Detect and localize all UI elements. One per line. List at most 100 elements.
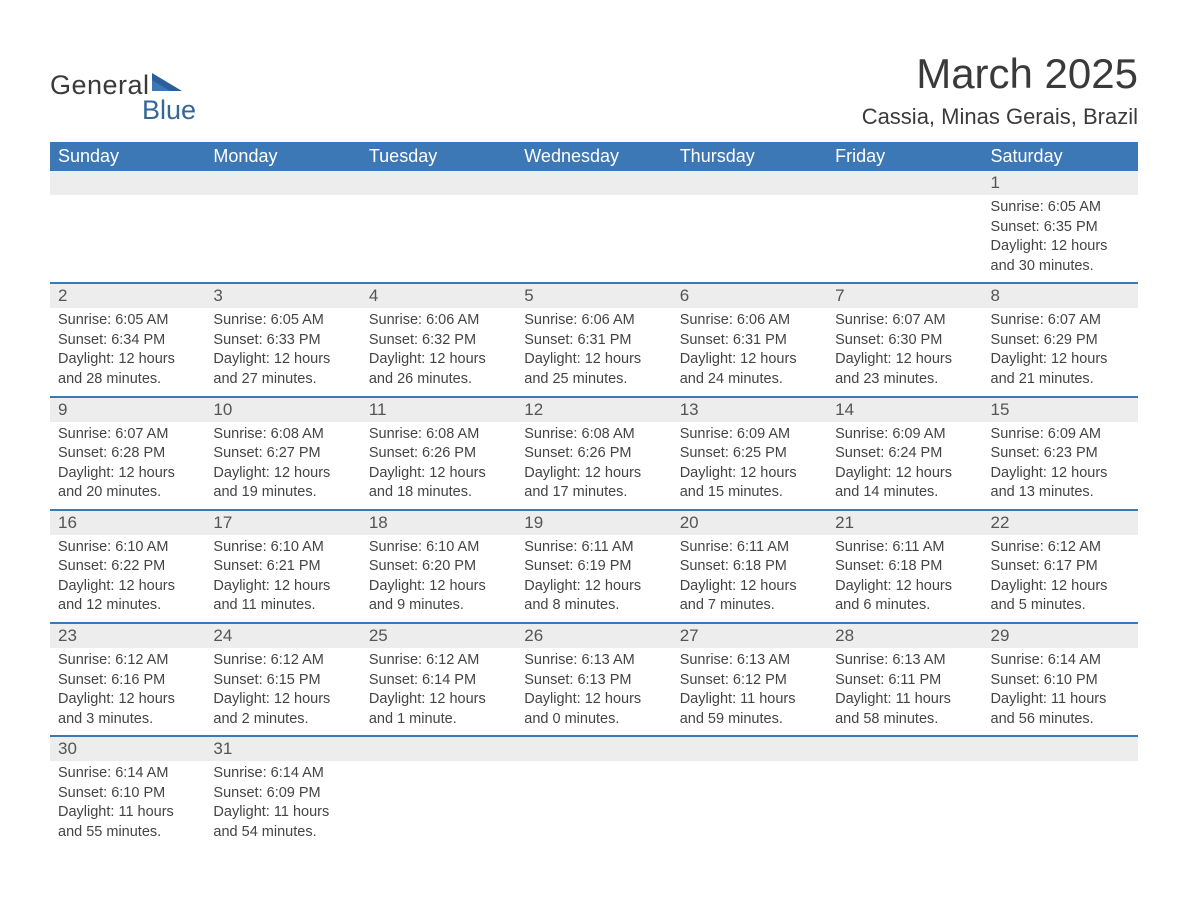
sunrise: Sunrise: 6:12 AM — [369, 651, 508, 671]
day-number: 26 — [516, 624, 671, 648]
sunrise-value: 6:10 AM — [271, 539, 324, 555]
sunrise-label: Sunrise: — [991, 199, 1044, 215]
sunset: Sunset: 6:09 PM — [213, 784, 352, 804]
sunrise-value: 6:08 AM — [426, 426, 479, 442]
day-data — [672, 195, 827, 275]
daylight: Daylight: 12 hours and 5 minutes. — [991, 577, 1130, 616]
daylight-label: Daylight: — [369, 465, 425, 481]
sunset-label: Sunset: — [680, 332, 729, 348]
sunset: Sunset: 6:18 PM — [835, 557, 974, 577]
calendar-table: Sunday Monday Tuesday Wednesday Thursday… — [50, 142, 1138, 849]
sunrise: Sunrise: 6:08 AM — [213, 425, 352, 445]
day-data: Sunrise: 6:06 AMSunset: 6:31 PMDaylight:… — [516, 308, 671, 395]
day-data: Sunrise: 6:11 AMSunset: 6:18 PMDaylight:… — [827, 535, 982, 622]
sunset-label: Sunset: — [58, 445, 107, 461]
calendar-cell: 1Sunrise: 6:05 AMSunset: 6:35 PMDaylight… — [983, 171, 1138, 283]
sunset-value: 6:18 PM — [733, 558, 787, 574]
day-data: Sunrise: 6:05 AMSunset: 6:33 PMDaylight:… — [205, 308, 360, 395]
sunset-value: 6:10 PM — [111, 785, 165, 801]
day-number — [672, 737, 827, 761]
sunset-value: 6:12 PM — [733, 672, 787, 688]
calendar-cell — [516, 736, 671, 848]
logo: General Blue — [50, 50, 196, 126]
day-number: 20 — [672, 511, 827, 535]
sunset-value: 6:29 PM — [1044, 332, 1098, 348]
sunrise-label: Sunrise: — [835, 652, 888, 668]
sunset: Sunset: 6:21 PM — [213, 557, 352, 577]
sunrise: Sunrise: 6:05 AM — [991, 198, 1130, 218]
day-data: Sunrise: 6:08 AMSunset: 6:27 PMDaylight:… — [205, 422, 360, 509]
calendar-cell — [516, 171, 671, 283]
calendar-cell — [983, 736, 1138, 848]
sunset-value: 6:14 PM — [422, 672, 476, 688]
sunset-value: 6:19 PM — [577, 558, 631, 574]
daylight: Daylight: 12 hours and 0 minutes. — [524, 690, 663, 729]
daylight-label: Daylight: — [991, 351, 1047, 367]
sunrise-value: 6:07 AM — [1048, 312, 1101, 328]
daylight: Daylight: 12 hours and 27 minutes. — [213, 350, 352, 389]
sunrise-value: 6:10 AM — [115, 539, 168, 555]
sunrise: Sunrise: 6:07 AM — [835, 311, 974, 331]
day-data: Sunrise: 6:10 AMSunset: 6:20 PMDaylight:… — [361, 535, 516, 622]
sunrise-value: 6:12 AM — [271, 652, 324, 668]
sunset: Sunset: 6:10 PM — [58, 784, 197, 804]
calendar-cell — [361, 736, 516, 848]
col-tuesday: Tuesday — [361, 142, 516, 171]
col-wednesday: Wednesday — [516, 142, 671, 171]
sunrise-value: 6:12 AM — [115, 652, 168, 668]
col-sunday: Sunday — [50, 142, 205, 171]
title-location: Cassia, Minas Gerais, Brazil — [862, 104, 1138, 130]
sunset-value: 6:27 PM — [267, 445, 321, 461]
calendar-cell: 8Sunrise: 6:07 AMSunset: 6:29 PMDaylight… — [983, 283, 1138, 396]
day-number: 14 — [827, 398, 982, 422]
daylight-label: Daylight: — [524, 351, 580, 367]
calendar-cell: 27Sunrise: 6:13 AMSunset: 6:12 PMDayligh… — [672, 623, 827, 736]
sunset-label: Sunset: — [991, 219, 1040, 235]
day-data: Sunrise: 6:11 AMSunset: 6:18 PMDaylight:… — [672, 535, 827, 622]
title-month-year: March 2025 — [862, 50, 1138, 98]
day-data: Sunrise: 6:09 AMSunset: 6:23 PMDaylight:… — [983, 422, 1138, 509]
sunrise-value: 6:06 AM — [582, 312, 635, 328]
daylight: Daylight: 12 hours and 18 minutes. — [369, 464, 508, 503]
calendar-cell: 13Sunrise: 6:09 AMSunset: 6:25 PMDayligh… — [672, 397, 827, 510]
sunset-label: Sunset: — [369, 332, 418, 348]
calendar-cell — [827, 736, 982, 848]
day-data: Sunrise: 6:05 AMSunset: 6:35 PMDaylight:… — [983, 195, 1138, 282]
sunset-value: 6:15 PM — [267, 672, 321, 688]
sunset-value: 6:20 PM — [422, 558, 476, 574]
daylight-label: Daylight: — [213, 804, 269, 820]
sunrise-value: 6:08 AM — [271, 426, 324, 442]
sunrise: Sunrise: 6:14 AM — [991, 651, 1130, 671]
sunrise-label: Sunrise: — [369, 539, 422, 555]
sunset-label: Sunset: — [991, 445, 1040, 461]
sunrise: Sunrise: 6:10 AM — [369, 538, 508, 558]
daylight: Daylight: 12 hours and 8 minutes. — [524, 577, 663, 616]
day-data: Sunrise: 6:06 AMSunset: 6:32 PMDaylight:… — [361, 308, 516, 395]
sunset: Sunset: 6:24 PM — [835, 444, 974, 464]
sunrise-value: 6:06 AM — [737, 312, 790, 328]
daylight-label: Daylight: — [991, 465, 1047, 481]
calendar-cell: 12Sunrise: 6:08 AMSunset: 6:26 PMDayligh… — [516, 397, 671, 510]
sunrise-label: Sunrise: — [58, 426, 111, 442]
sunrise-label: Sunrise: — [524, 426, 577, 442]
calendar-cell: 21Sunrise: 6:11 AMSunset: 6:18 PMDayligh… — [827, 510, 982, 623]
sunset-label: Sunset: — [213, 558, 262, 574]
header: General Blue March 2025 Cassia, Minas Ge… — [50, 50, 1138, 130]
sunrise: Sunrise: 6:10 AM — [213, 538, 352, 558]
sunset: Sunset: 6:25 PM — [680, 444, 819, 464]
sunrise-label: Sunrise: — [58, 652, 111, 668]
daylight-label: Daylight: — [58, 691, 114, 707]
daylight-label: Daylight: — [680, 578, 736, 594]
day-data: Sunrise: 6:11 AMSunset: 6:19 PMDaylight:… — [516, 535, 671, 622]
day-data: Sunrise: 6:13 AMSunset: 6:12 PMDaylight:… — [672, 648, 827, 735]
sunrise-label: Sunrise: — [213, 765, 266, 781]
sunrise-label: Sunrise: — [680, 426, 733, 442]
sunrise-value: 6:07 AM — [892, 312, 945, 328]
day-number: 18 — [361, 511, 516, 535]
sunrise: Sunrise: 6:11 AM — [835, 538, 974, 558]
daylight: Daylight: 12 hours and 11 minutes. — [213, 577, 352, 616]
daylight-label: Daylight: — [680, 351, 736, 367]
sunset-value: 6:28 PM — [111, 445, 165, 461]
day-number: 24 — [205, 624, 360, 648]
sunset-value: 6:33 PM — [267, 332, 321, 348]
